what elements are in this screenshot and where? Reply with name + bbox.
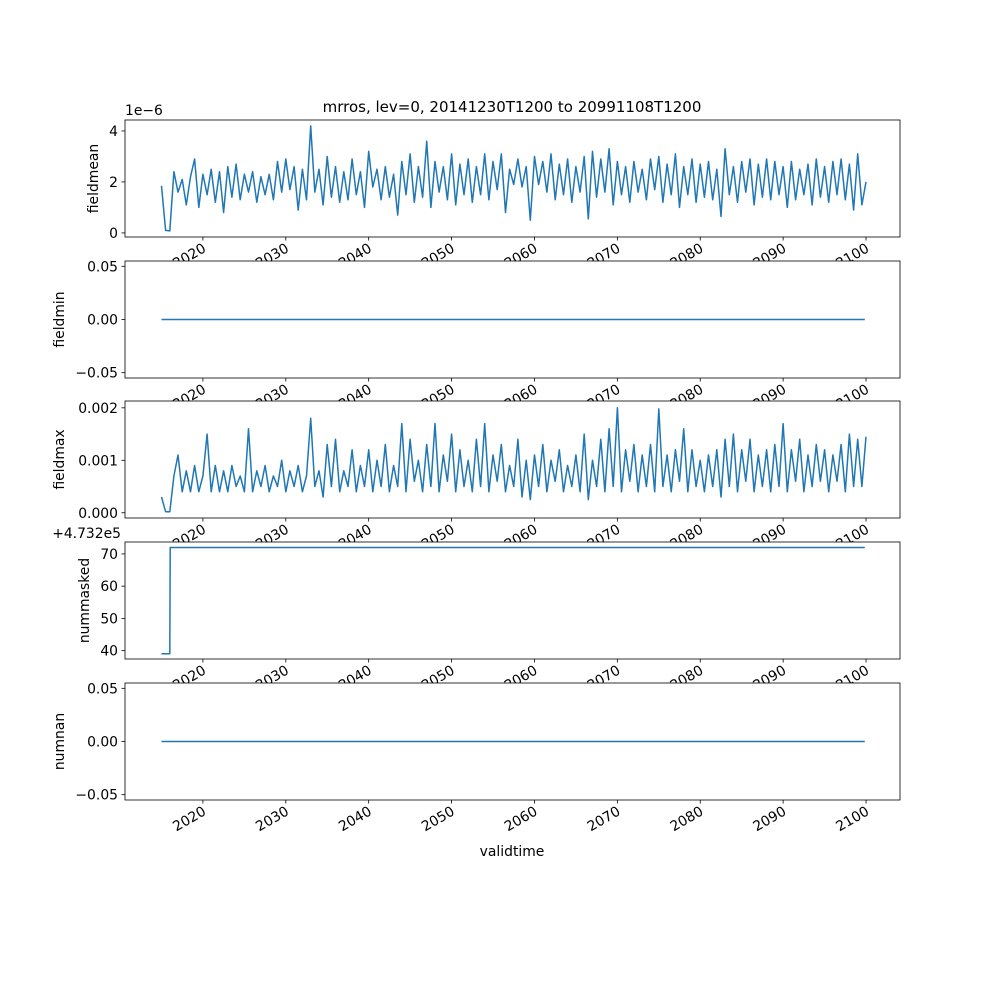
y-tick-label: 0.00 [87,313,118,329]
y-tick-label: 0.001 [78,453,118,469]
series-line-fieldmean [160,125,867,232]
y-tick-label: 40 [100,644,118,660]
y-tick-label: 0.05 [87,681,118,697]
series-line-nummasked [161,546,865,655]
x-axis-label: validtime [480,844,545,860]
y-offset-text: +4.732e5 [52,526,121,542]
plot-area [125,401,900,518]
plot-area [125,542,900,659]
axes-frame [124,119,901,238]
y-axis-label: fieldmean [86,144,102,213]
y-tick-label: 4 [109,124,118,140]
y-tick-label: −0.05 [75,366,118,382]
y-offset-text: 1e−6 [125,103,163,119]
y-tick-label: 0.00 [87,735,118,751]
y-axis-label: fieldmin [52,291,68,347]
y-tick-label: 0 [109,226,118,242]
series-line-fieldmax [160,407,867,513]
y-axis-label: nummasked [77,558,93,643]
y-tick-label: 0.000 [78,506,118,522]
y-axis-label: fieldmax [52,429,68,489]
axes-frame [124,400,901,519]
y-tick-label: −0.05 [75,788,118,804]
y-tick-label: 70 [100,547,118,563]
chart-title: mrros, lev=0, 20141230T1200 to 20991108T… [323,98,702,116]
y-tick-label: 0.05 [87,259,118,275]
y-tick-label: 0.002 [78,401,118,417]
y-tick-label: 60 [100,579,118,595]
y-axis-label: numnan [52,713,68,770]
y-tick-label: 2 [109,175,118,191]
y-tick-label: 50 [100,611,118,627]
axes-frame [124,541,901,660]
